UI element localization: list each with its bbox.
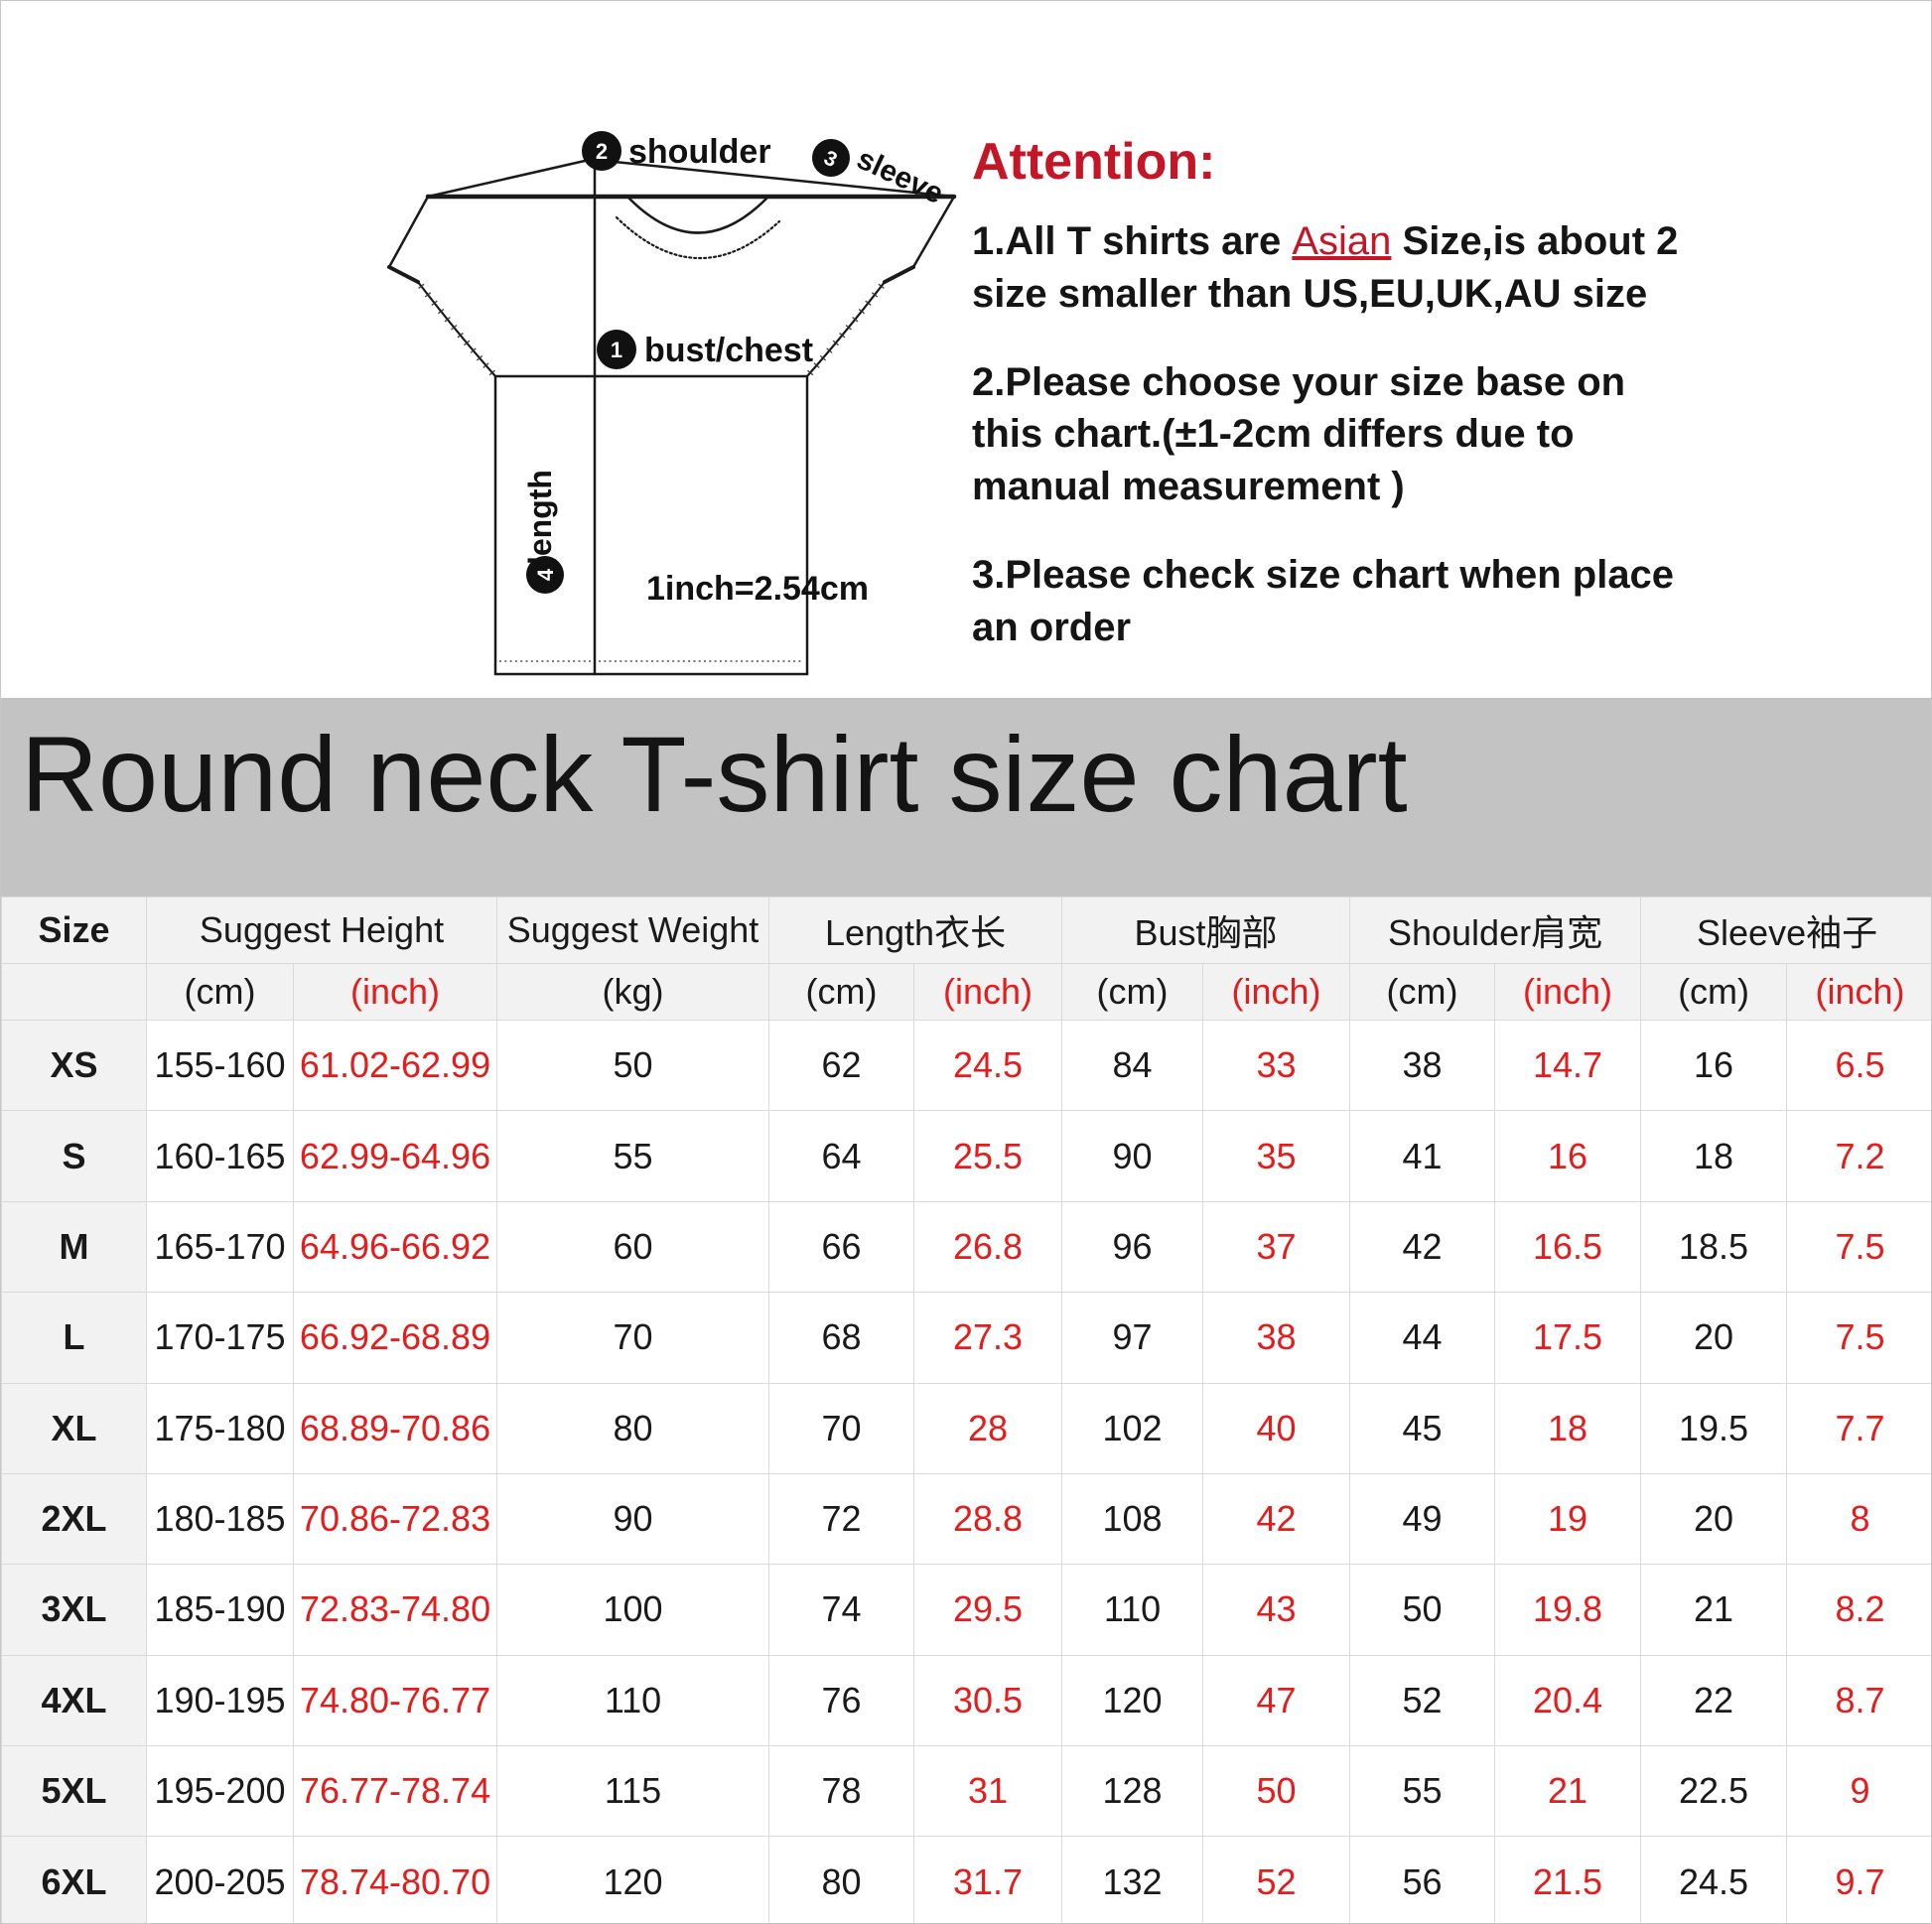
svg-text:shoulder: shoulder	[628, 133, 771, 171]
svg-text:sleeve: sleeve	[852, 142, 948, 210]
svg-text:length: length	[522, 470, 558, 565]
svg-text:bust/chest: bust/chest	[644, 332, 813, 369]
svg-text:4: 4	[533, 568, 558, 581]
svg-text:1inch=2.54cm: 1inch=2.54cm	[646, 570, 869, 608]
svg-text:1: 1	[611, 338, 622, 362]
svg-text:2: 2	[596, 139, 608, 164]
